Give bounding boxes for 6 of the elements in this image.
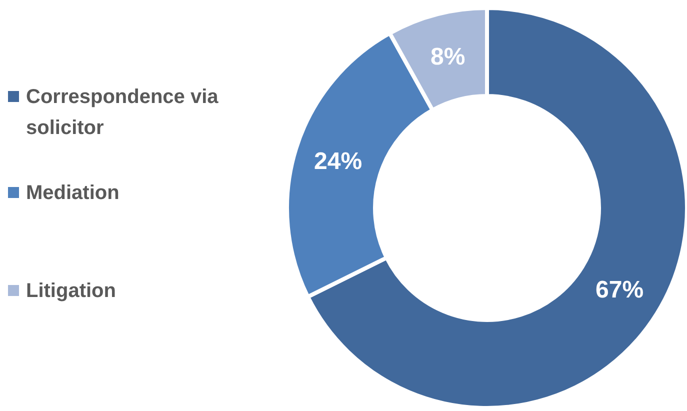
data-label: 67% bbox=[596, 276, 644, 304]
data-label: 8% bbox=[430, 44, 466, 70]
legend-label: Correspondence via solicitor bbox=[26, 86, 220, 139]
legend-label: Mediation bbox=[26, 182, 120, 204]
legend-label: Litigation bbox=[26, 280, 116, 302]
data-label: 24% bbox=[314, 148, 362, 176]
